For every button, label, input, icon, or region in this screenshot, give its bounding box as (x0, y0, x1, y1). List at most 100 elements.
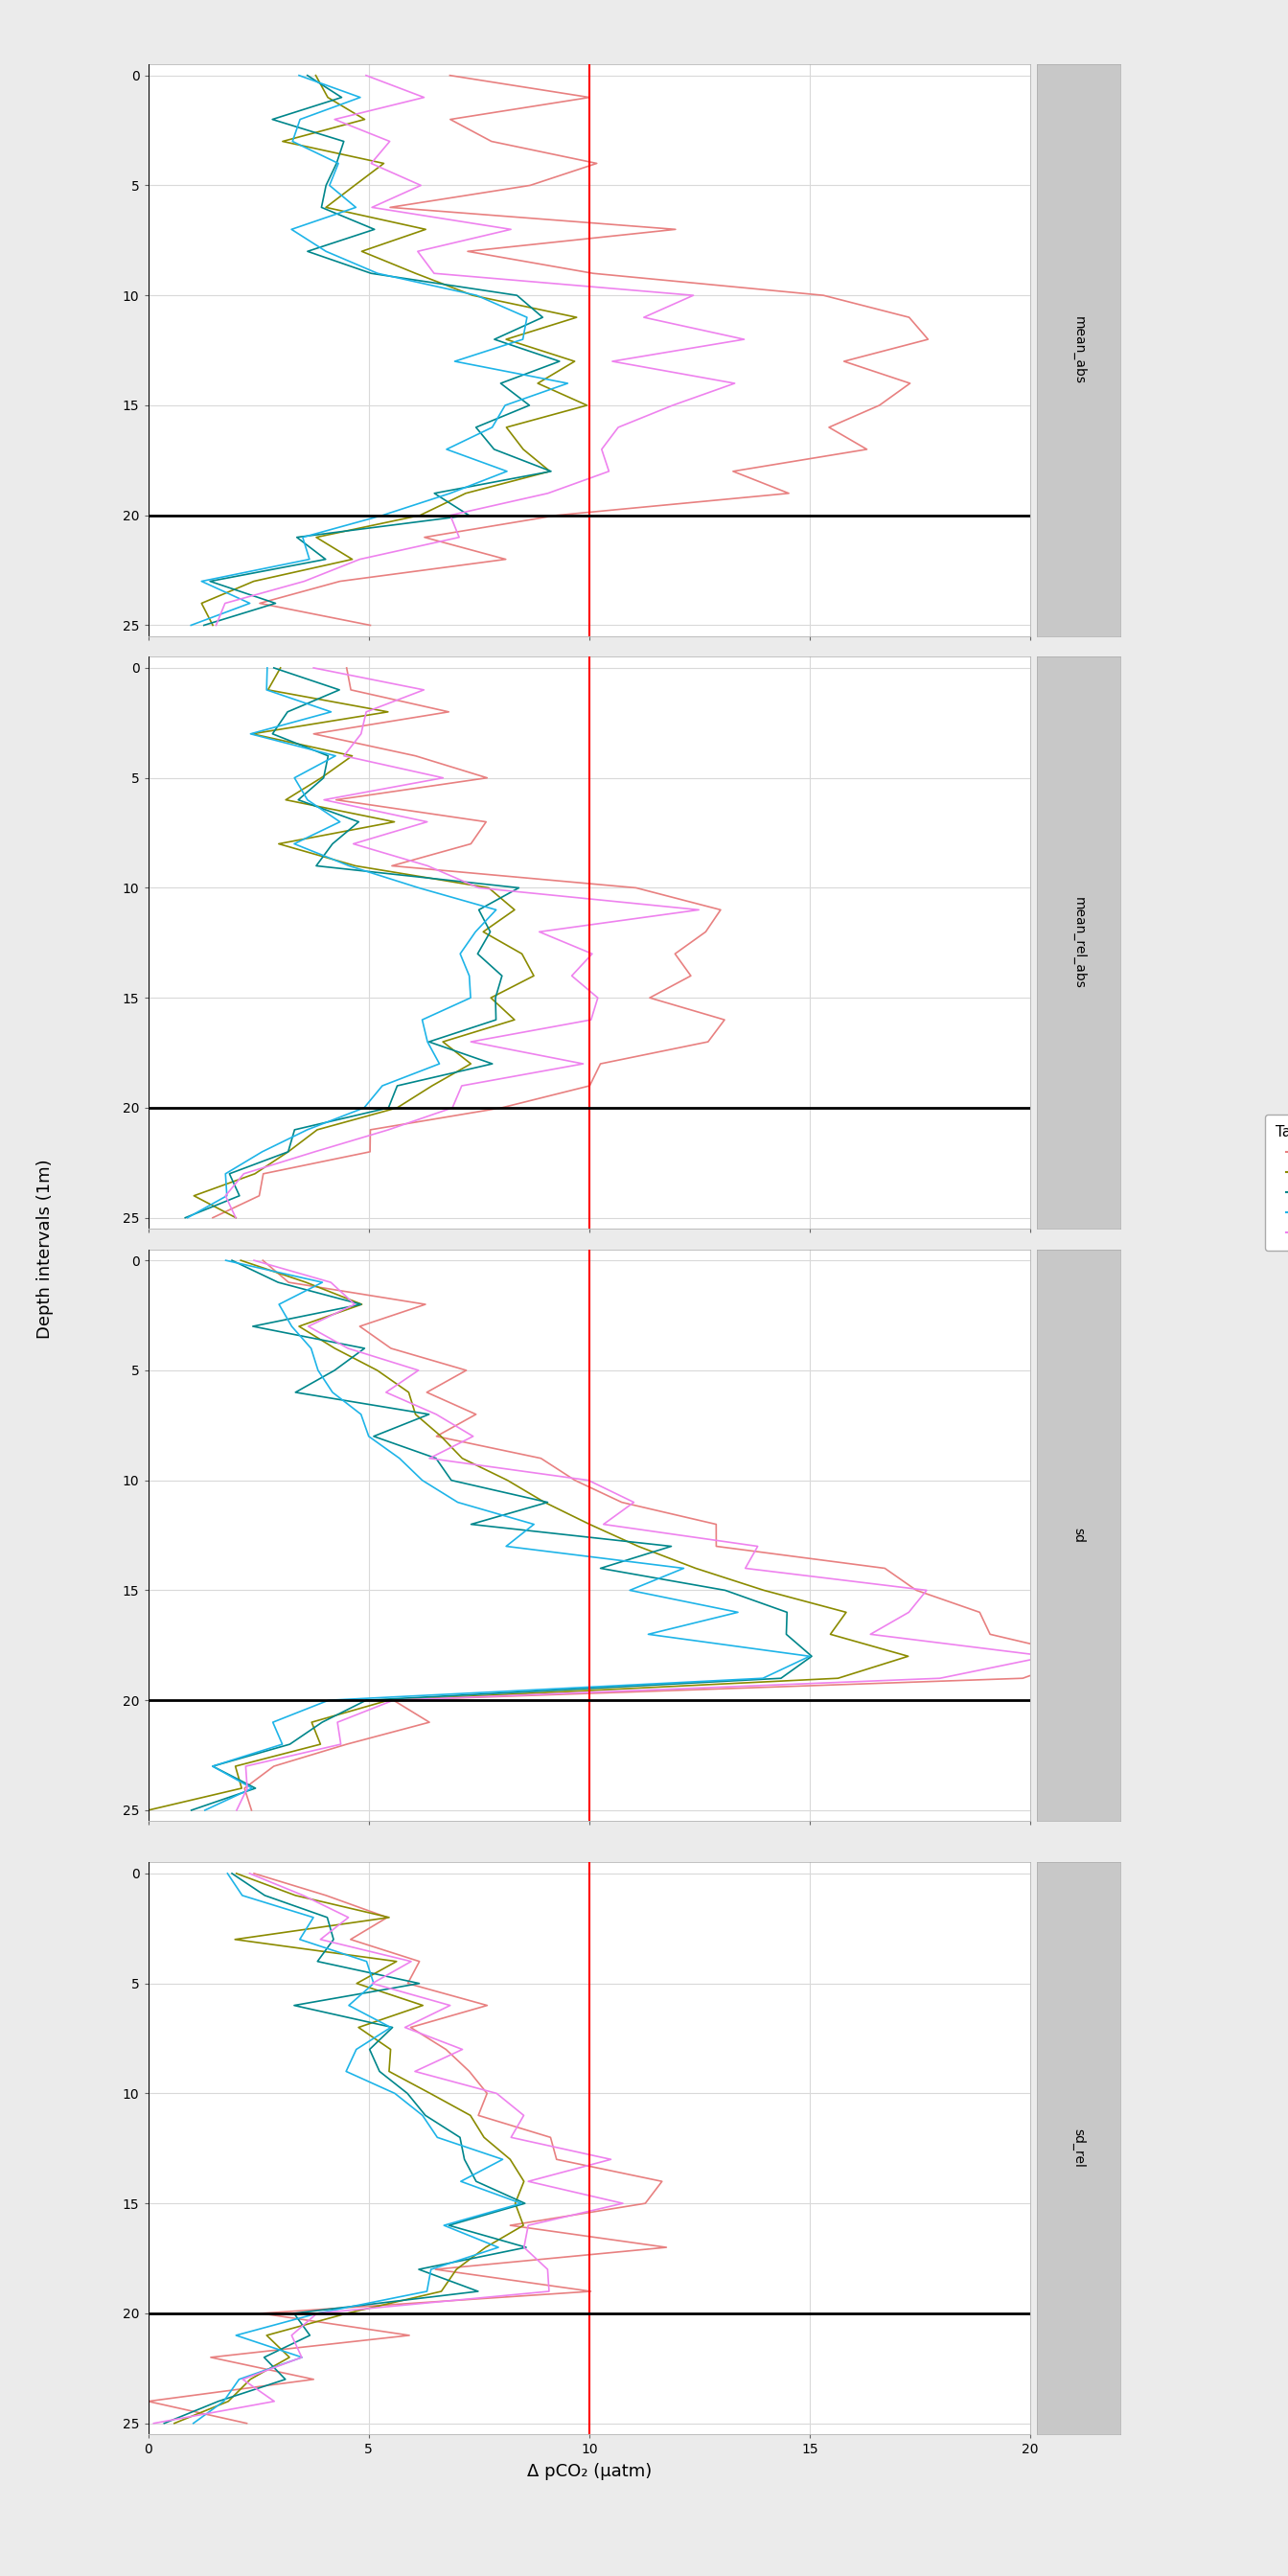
0.8 (307, 719, 322, 750)
Line: 0.8: 0.8 (260, 75, 929, 626)
0.8 (836, 345, 851, 376)
1.4 (283, 214, 299, 245)
1.6 (228, 1203, 243, 1234)
1 (227, 1924, 242, 1955)
1.6 (429, 1399, 444, 1430)
1.2 (178, 1203, 193, 1234)
0.8 (205, 1203, 220, 1234)
0.8 (318, 1880, 334, 1911)
1.4 (318, 237, 334, 268)
1.4 (259, 652, 274, 683)
0.8 (479, 1989, 495, 2020)
1.2 (429, 1443, 444, 1473)
1.2 (314, 1708, 330, 1739)
1 (381, 1685, 397, 1716)
0.8 (582, 1072, 598, 1103)
1.2 (495, 961, 510, 992)
0.8 (902, 301, 917, 332)
1.6 (346, 1288, 362, 1319)
1.2 (245, 1311, 260, 1342)
1.4 (285, 126, 300, 157)
0.8 (781, 479, 796, 510)
1.2 (717, 1574, 733, 1605)
1.6 (397, 2012, 412, 2043)
1 (357, 103, 372, 134)
1.2 (286, 1989, 301, 2020)
0.8 (419, 1378, 434, 1409)
X-axis label: Δ pCO₂ (µatm): Δ pCO₂ (µatm) (527, 2463, 652, 2481)
Text: sd: sd (1072, 1528, 1086, 1543)
1 (247, 1159, 263, 1190)
1.6 (902, 1597, 917, 1628)
1 (259, 2321, 274, 2352)
1 (313, 762, 328, 793)
1 (823, 1618, 838, 1649)
1.2 (469, 2166, 484, 2197)
1.4 (310, 1355, 326, 1386)
0.8 (384, 1332, 399, 1363)
1.2 (372, 2056, 388, 2087)
1.6 (540, 479, 555, 510)
1.2 (224, 1857, 240, 1888)
1.4 (314, 1267, 330, 1298)
0.8 (339, 652, 354, 683)
Line: 1.4: 1.4 (193, 1873, 522, 2424)
1.2 (779, 1597, 795, 1628)
1.6 (283, 2321, 299, 2352)
1.2 (426, 479, 442, 510)
0.8 (585, 258, 600, 289)
1.2 (417, 2099, 433, 2130)
1.6 (489, 2079, 505, 2110)
0.8 (383, 193, 398, 224)
1 (506, 1005, 522, 1036)
0.8 (412, 1945, 428, 1976)
1 (193, 587, 209, 618)
1.6 (636, 301, 652, 332)
1.2 (309, 850, 325, 881)
1.6 (236, 1159, 251, 1190)
1.4 (305, 1901, 321, 1932)
0.8 (725, 456, 741, 487)
1.4 (437, 2210, 452, 2241)
1.2 (264, 103, 279, 134)
0.8 (459, 1355, 474, 1386)
1.4 (193, 567, 209, 598)
1 (299, 1267, 314, 1298)
1.6 (590, 981, 605, 1012)
1.4 (560, 368, 576, 399)
1.4 (439, 433, 455, 464)
1.6 (420, 850, 435, 881)
1.2 (778, 1618, 793, 1649)
0.8 (417, 523, 433, 554)
1.6 (358, 59, 374, 90)
1.4 (341, 1989, 357, 2020)
0.8 (464, 829, 479, 860)
1.4 (461, 961, 477, 992)
Line: 1.6: 1.6 (237, 1260, 1047, 1811)
1.4 (640, 1618, 656, 1649)
1.6 (603, 2143, 618, 2174)
1.4 (216, 2385, 232, 2416)
1.6 (596, 1510, 612, 1540)
1.2 (287, 1378, 303, 1409)
1.6 (246, 1244, 261, 1275)
0.8 (983, 1618, 998, 1649)
1 (246, 567, 261, 598)
1.4 (447, 345, 462, 376)
1.2 (452, 2123, 468, 2154)
0.8 (460, 237, 475, 268)
Text: sd_rel: sd_rel (1072, 2128, 1086, 2169)
1.4 (332, 806, 348, 837)
0.8 (708, 1510, 724, 1540)
1.4 (321, 1685, 336, 1716)
0.8 (708, 1530, 724, 1561)
1.2 (184, 1795, 200, 1826)
1 (313, 1728, 328, 1759)
1.4 (283, 1311, 299, 1342)
1.6 (309, 2298, 325, 2329)
1.2 (300, 237, 316, 268)
1.6 (471, 873, 487, 904)
Line: 1.2: 1.2 (164, 1873, 527, 2424)
1.2 (487, 433, 502, 464)
0.8 (246, 1857, 261, 1888)
